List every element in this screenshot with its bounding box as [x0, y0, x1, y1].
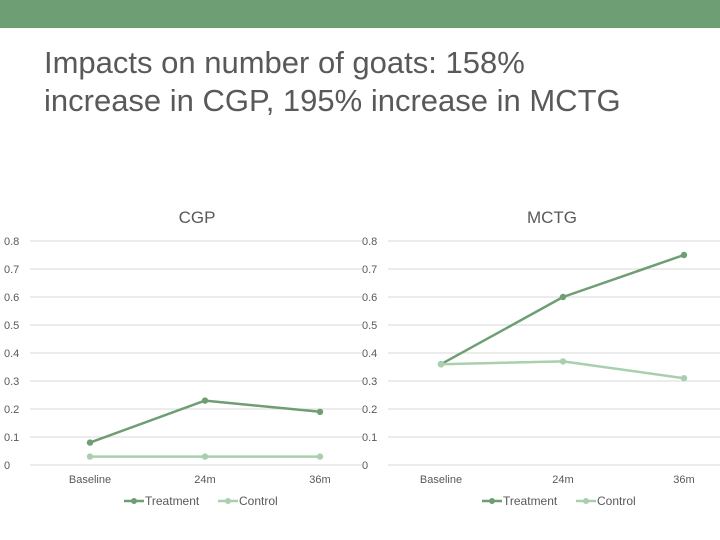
legend-item-treatment: Treatment [482, 494, 558, 508]
data-point-control [86, 453, 94, 460]
x-tick-label: Baseline [69, 474, 111, 486]
y-tick-label: 0.3 [362, 376, 377, 388]
legend-label: Control [597, 494, 636, 508]
y-tick-label: 0.1 [362, 432, 377, 444]
slide-title: Impacts on number of goats: 158% increas… [44, 44, 704, 120]
legend-label: Treatment [145, 494, 200, 508]
slide-title-line-2: increase in CGP, 195% increase in MCTG [44, 83, 621, 118]
legend-item-control: Control [576, 494, 636, 508]
y-tick-label: 0.4 [4, 348, 19, 360]
y-tick-label: 0.6 [4, 292, 19, 304]
legend-marker [489, 498, 495, 504]
legend-item-treatment: Treatment [124, 494, 200, 508]
data-point-treatment [316, 408, 324, 415]
x-tick-label: Baseline [420, 474, 462, 486]
y-tick-label: 0.8 [362, 236, 377, 248]
legend-item-control: Control [218, 494, 278, 508]
data-point-control [559, 358, 567, 365]
x-tick-label: 36m [673, 474, 694, 486]
series-line-treatment [439, 253, 686, 366]
x-tick-label: 36m [309, 474, 330, 486]
y-tick-label: 0 [4, 460, 10, 472]
slide-title-line-1: Impacts on number of goats: 158% [44, 45, 525, 80]
data-point-control [680, 375, 688, 382]
y-tick-label: 0 [362, 460, 368, 472]
legend-marker [583, 498, 589, 504]
cgp-chart: CGP 0 0.1 0.2 0.3 0.4 0.5 0.6 0.7 0.8 Baseline 24m… [4, 208, 362, 508]
x-tick-label: 24m [552, 474, 573, 486]
legend-marker [131, 498, 137, 504]
y-tick-label: 0.7 [362, 264, 377, 276]
y-tick-label: 0.6 [362, 292, 377, 304]
y-tick-label: 0.2 [362, 404, 377, 416]
mctg-chart: MCTG 0 0.1 0.2 0.3 0.4 0.5 0.6 0.7 0.8 Baseline 24… [362, 208, 720, 508]
y-tick-label: 0.8 [4, 236, 19, 248]
top-accent-band [0, 0, 720, 28]
data-point-treatment [201, 397, 209, 404]
y-tick-label: 0.3 [4, 376, 19, 388]
y-tick-label: 0.4 [362, 348, 377, 360]
legend-marker [225, 498, 231, 504]
series-line-treatment [88, 399, 322, 444]
y-tick-label: 0.1 [4, 432, 19, 444]
data-point-control [316, 453, 324, 460]
y-tick-label: 0.5 [4, 320, 19, 332]
x-tick-label: 24m [194, 474, 215, 486]
data-point-treatment [86, 439, 94, 446]
data-point-treatment [680, 251, 688, 259]
y-tick-label: 0.5 [362, 320, 377, 332]
data-point-control [201, 453, 209, 460]
y-tick-label: 0.7 [4, 264, 19, 276]
data-point-treatment [559, 293, 567, 301]
data-point-control [437, 361, 445, 368]
chart-title: MCTG [527, 208, 577, 227]
legend-label: Control [239, 494, 278, 508]
legend-label: Treatment [503, 494, 558, 508]
y-tick-label: 0.2 [4, 404, 19, 416]
chart-title: CGP [179, 208, 216, 227]
